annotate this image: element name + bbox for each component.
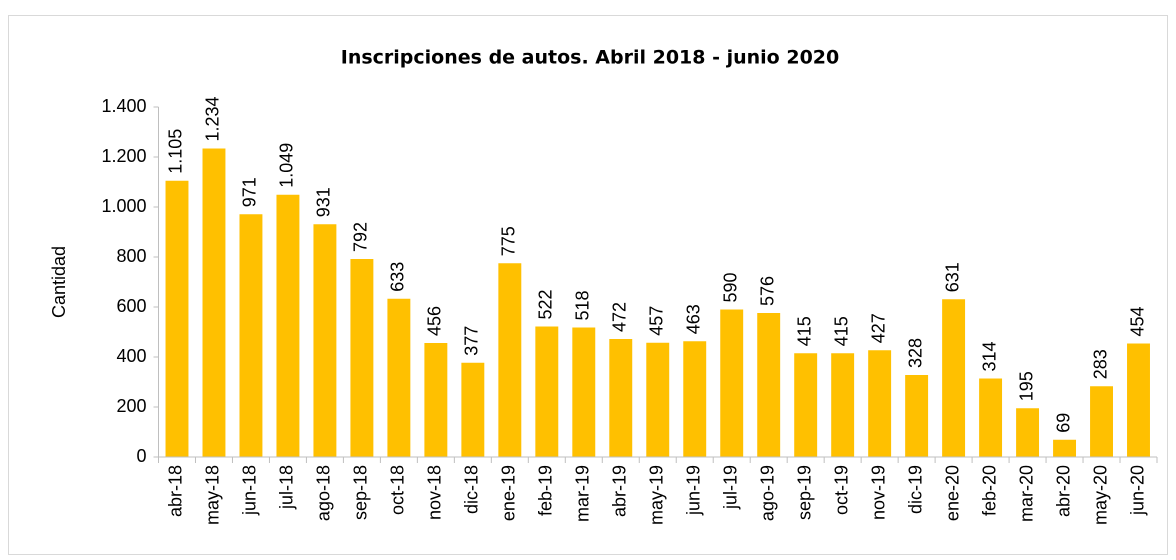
value-label: 454 xyxy=(1127,306,1147,336)
x-tick-label: jun-18 xyxy=(240,465,260,516)
value-label: 931 xyxy=(314,187,334,217)
bar xyxy=(979,378,1003,457)
x-tick-label: dic-19 xyxy=(905,465,925,514)
y-tick-label: 1.400 xyxy=(101,96,146,116)
chart-border xyxy=(8,15,1168,555)
x-tick-label: ago-18 xyxy=(314,465,334,521)
x-tick-label: feb-20 xyxy=(979,465,999,516)
x-tick-label: feb-19 xyxy=(536,465,556,516)
y-tick-label: 1.000 xyxy=(101,196,146,216)
bar xyxy=(831,353,855,457)
x-tick-label: jul-18 xyxy=(277,465,297,510)
bar xyxy=(202,148,226,457)
bar xyxy=(424,343,448,457)
x-tick-label: oct-18 xyxy=(388,465,408,515)
value-label: 195 xyxy=(1016,371,1036,401)
bar xyxy=(239,214,263,457)
value-label: 377 xyxy=(462,326,482,356)
value-label: 69 xyxy=(1053,413,1073,433)
bar xyxy=(868,350,892,457)
x-tick-label: dic-18 xyxy=(462,465,482,514)
x-tick-label: abr-19 xyxy=(610,465,630,517)
y-tick-label: 1.200 xyxy=(101,146,146,166)
x-tick-label: may-20 xyxy=(1090,465,1110,525)
x-tick-label: mar-19 xyxy=(573,465,593,522)
bar xyxy=(683,341,707,457)
value-label: 522 xyxy=(536,289,556,319)
x-tick-label: jun-19 xyxy=(683,465,703,516)
bar xyxy=(165,180,189,457)
bar xyxy=(942,299,966,457)
value-label: 283 xyxy=(1090,349,1110,379)
value-label: 775 xyxy=(499,226,519,256)
x-tick-label: nov-19 xyxy=(868,465,888,520)
value-label: 518 xyxy=(573,290,593,320)
value-label: 633 xyxy=(388,262,408,292)
x-tick-label: nov-18 xyxy=(425,465,445,520)
value-label: 456 xyxy=(425,306,445,336)
x-tick-label: may-19 xyxy=(647,465,667,525)
bar xyxy=(461,362,485,457)
x-tick-label: sep-18 xyxy=(351,465,371,520)
value-label: 472 xyxy=(610,302,630,332)
value-label: 1.049 xyxy=(277,143,297,188)
x-tick-label: jul-19 xyxy=(720,465,740,510)
chart-title: Inscripciones de autos. Abril 2018 - jun… xyxy=(341,47,839,69)
value-label: 427 xyxy=(868,313,888,343)
x-tick-label: oct-19 xyxy=(831,465,851,515)
bar xyxy=(313,224,337,457)
y-axis-label: Cantidad xyxy=(49,246,69,318)
value-label: 792 xyxy=(351,222,371,252)
bar xyxy=(1016,408,1040,457)
value-label: 1.105 xyxy=(166,129,186,174)
bar xyxy=(276,194,300,457)
y-tick-label: 600 xyxy=(116,296,146,316)
bar xyxy=(1090,386,1113,457)
value-label: 457 xyxy=(647,306,667,336)
bar xyxy=(720,309,744,457)
value-label: 415 xyxy=(831,316,851,346)
value-label: 1.234 xyxy=(203,96,223,141)
bar xyxy=(757,313,781,457)
x-tick-label: sep-19 xyxy=(794,465,814,520)
y-tick-label: 200 xyxy=(116,396,146,416)
bar xyxy=(794,353,818,457)
x-tick-label: may-18 xyxy=(203,465,223,525)
y-tick-label: 400 xyxy=(116,346,146,366)
x-tick-label: abr-18 xyxy=(166,465,186,517)
bar xyxy=(535,326,559,457)
bar xyxy=(609,339,633,457)
bar xyxy=(350,259,374,457)
bar xyxy=(572,327,596,457)
x-tick-label: ago-19 xyxy=(757,465,777,521)
value-label: 590 xyxy=(720,272,740,302)
y-tick-label: 0 xyxy=(136,446,146,466)
bar xyxy=(905,375,929,457)
value-label: 314 xyxy=(979,341,999,371)
bar xyxy=(646,342,670,457)
bar xyxy=(498,263,522,457)
value-label: 971 xyxy=(240,177,260,207)
bar xyxy=(1127,343,1150,457)
value-label: 328 xyxy=(905,338,925,368)
bar xyxy=(387,298,411,457)
y-tick-label: 800 xyxy=(116,246,146,266)
value-label: 576 xyxy=(757,276,777,306)
x-tick-label: abr-20 xyxy=(1053,465,1073,517)
value-label: 463 xyxy=(683,304,703,334)
x-tick-label: jun-20 xyxy=(1127,465,1147,516)
x-tick-label: ene-19 xyxy=(499,465,519,521)
value-label: 415 xyxy=(794,316,814,346)
x-tick-label: mar-20 xyxy=(1016,465,1036,522)
x-tick-label: ene-20 xyxy=(942,465,962,521)
value-label: 631 xyxy=(942,262,962,292)
bar xyxy=(1053,439,1077,457)
